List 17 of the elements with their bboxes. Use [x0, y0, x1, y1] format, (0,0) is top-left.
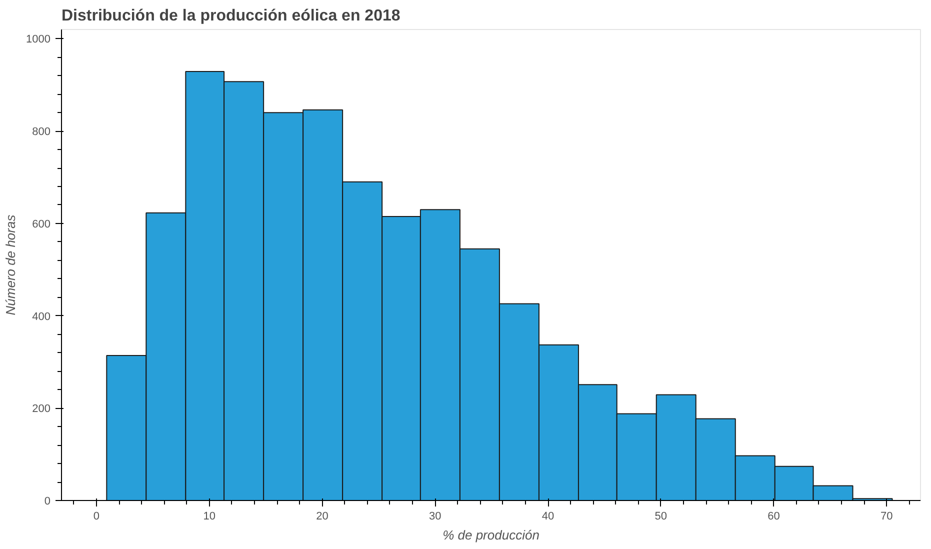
- x-tick-label: 20: [316, 510, 328, 522]
- x-tick-label: 60: [768, 510, 780, 522]
- x-axis-title: % de producción: [442, 528, 540, 542]
- x-tick-label: 30: [429, 510, 442, 522]
- y-tick-label: 800: [32, 126, 51, 138]
- x-tick-label: 70: [880, 510, 893, 522]
- x-tick-label: 40: [542, 510, 554, 522]
- x-tick-label: 50: [654, 510, 668, 522]
- chart-title: Distribución de la producción eólica en 2018: [62, 8, 400, 24]
- x-tick-label: 0: [93, 510, 100, 522]
- y-tick-label: 400: [32, 310, 51, 323]
- y-tick-label: 0: [44, 496, 51, 508]
- y-tick-label: 200: [32, 403, 51, 416]
- y-tick-label: 1000: [26, 34, 51, 46]
- y-tick-label: 600: [32, 218, 51, 230]
- y-axis-title: Número de horas: [3, 214, 18, 316]
- x-tick-label: 10: [203, 510, 216, 522]
